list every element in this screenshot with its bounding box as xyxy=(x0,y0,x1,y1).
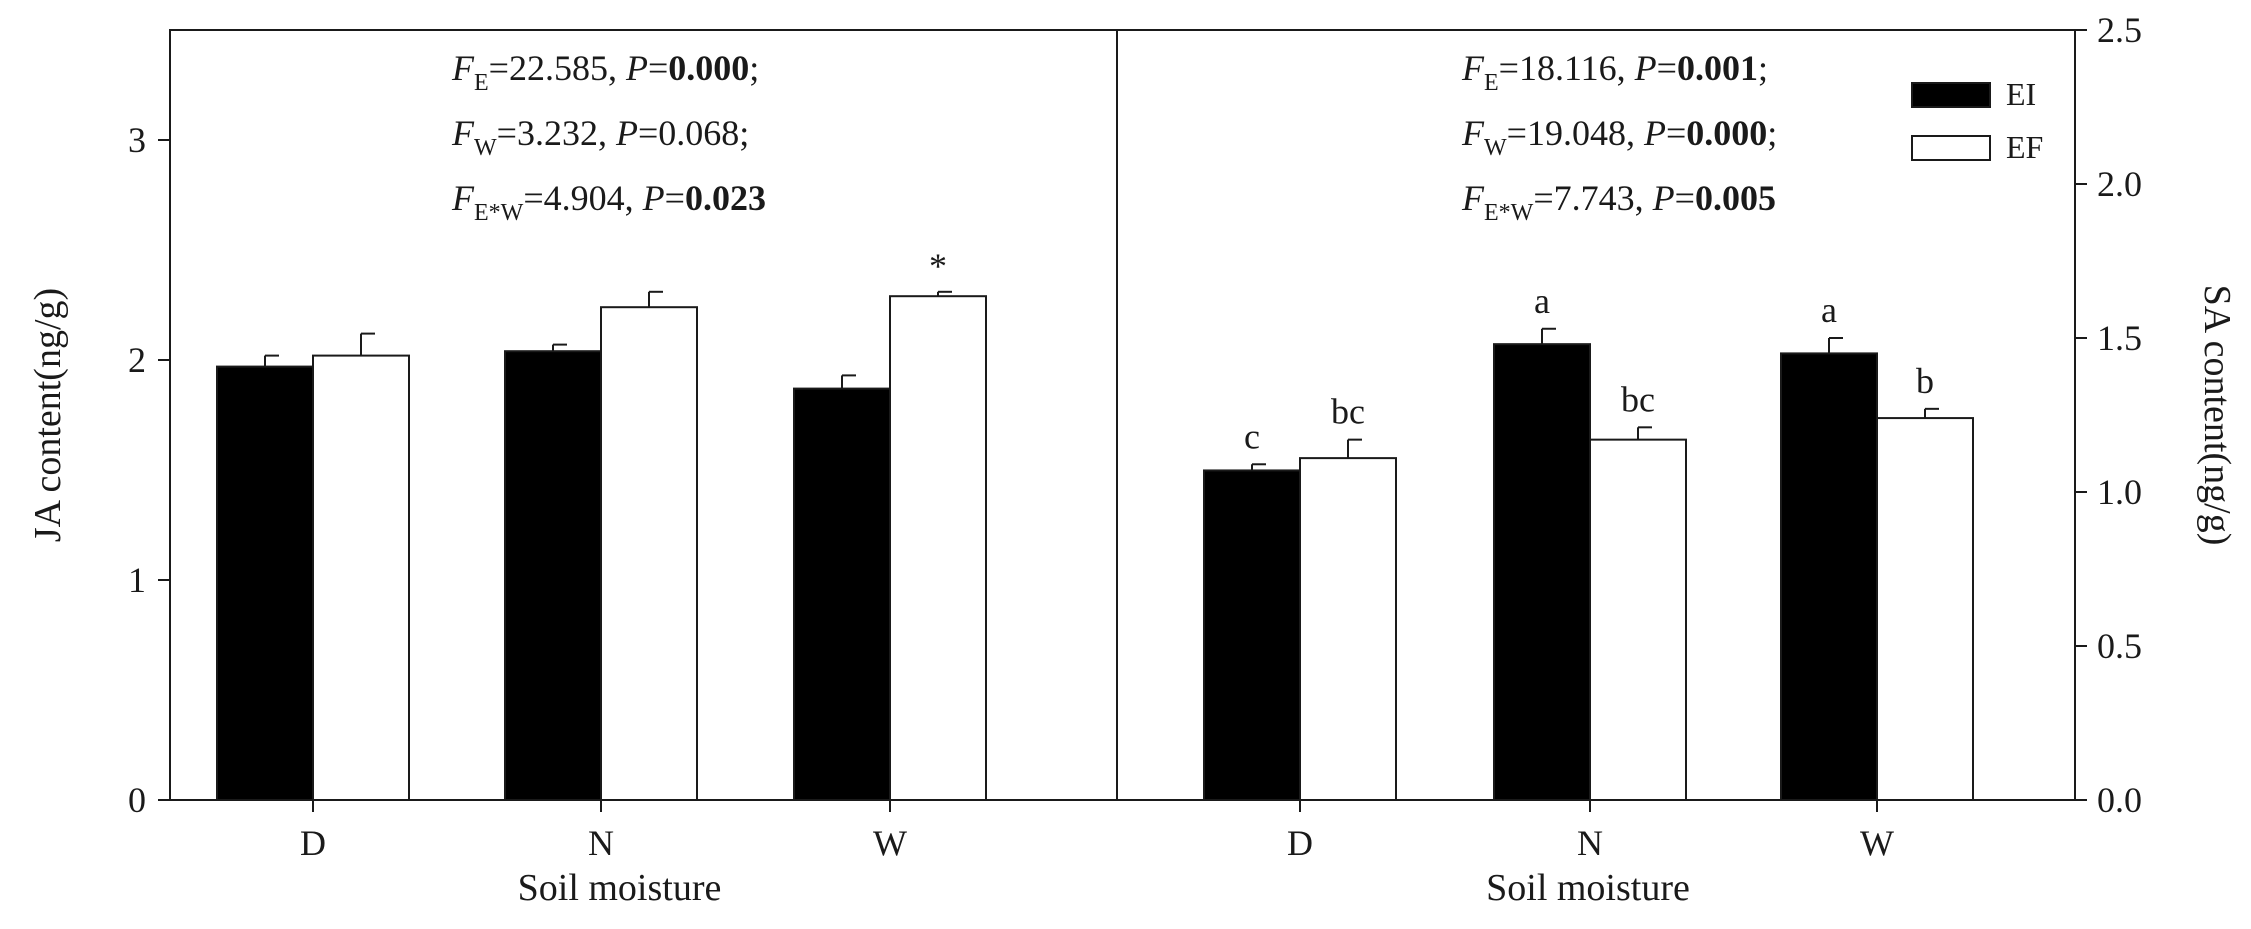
stat-pbold: 0.000 xyxy=(668,48,749,88)
stat-tail: ; xyxy=(749,48,759,88)
stat-pbold: 0.005 xyxy=(1695,178,1776,218)
stat-pval: = xyxy=(648,48,668,88)
x-tick-label: W xyxy=(1860,823,1894,863)
stat-pval: = xyxy=(1675,178,1695,218)
x-axis-title: Soil moisture xyxy=(1486,867,1690,909)
y-tick-label: 1 xyxy=(128,560,146,600)
bar-ei xyxy=(1203,469,1301,801)
stat-P: P xyxy=(625,48,648,88)
stat-pval: = xyxy=(1666,113,1686,153)
stat-line: FE*W=4.904, P=0.023 xyxy=(451,178,766,226)
stat-line: FW=19.048, P=0.000; xyxy=(1461,113,1777,161)
bar-ef xyxy=(889,295,987,801)
significance-letter: a xyxy=(1821,290,1837,330)
y-tick-label: 0.5 xyxy=(2097,626,2142,666)
stat-pval: = xyxy=(665,178,685,218)
x-tick-label: W xyxy=(873,823,907,863)
y-axis-title: JA content(ng/g) xyxy=(27,288,69,542)
bar-ef xyxy=(1299,457,1397,801)
significance-letter: b xyxy=(1916,361,1934,401)
stat-F: F xyxy=(451,178,475,218)
bar-ei xyxy=(1780,352,1878,801)
stat-fval: =22.585, xyxy=(489,48,626,88)
stat-sub: W xyxy=(474,135,497,161)
x-axis-title: Soil moisture xyxy=(518,867,722,909)
stat-F: F xyxy=(451,113,475,153)
stat-sub: E*W xyxy=(474,200,524,226)
stat-pbold: 0.001 xyxy=(1677,48,1758,88)
stat-line: FW=3.232, P=0.068; xyxy=(451,113,749,161)
stat-line: FE*W=7.743, P=0.005 xyxy=(1461,178,1776,226)
stat-sub: E xyxy=(1484,70,1499,96)
stat-F: F xyxy=(1461,48,1485,88)
stat-sub: E xyxy=(474,70,489,96)
bar-ef xyxy=(312,354,410,801)
stat-fval: =18.116, xyxy=(1499,48,1635,88)
stat-pval: = xyxy=(1657,48,1677,88)
bar-ef xyxy=(600,306,698,801)
stat-fval: =7.743, xyxy=(1533,178,1652,218)
stat-sub: W xyxy=(1484,135,1507,161)
stat-P: P xyxy=(1643,113,1666,153)
significance-asterisk: * xyxy=(929,246,947,286)
y-tick-label: 2 xyxy=(128,340,146,380)
y-tick-label: 1.0 xyxy=(2097,472,2142,512)
stat-F: F xyxy=(1461,113,1485,153)
significance-letter: bc xyxy=(1621,379,1655,419)
y-tick-label: 3 xyxy=(128,120,146,160)
y-axis-title: SA content(ng/g) xyxy=(2196,285,2238,546)
y-tick-label: 0.0 xyxy=(2097,780,2142,820)
legend-swatch-ef xyxy=(1911,135,1991,161)
stat-line: FE=18.116, P=0.001; xyxy=(1461,48,1768,96)
significance-letter: c xyxy=(1244,416,1260,456)
stat-fval: =19.048, xyxy=(1507,113,1644,153)
stat-tail: ; xyxy=(1767,113,1777,153)
significance-letter: bc xyxy=(1331,392,1365,432)
stat-P: P xyxy=(615,113,638,153)
stat-P: P xyxy=(642,178,665,218)
stat-P: P xyxy=(1634,48,1657,88)
y-tick-label: 2.0 xyxy=(2097,164,2142,204)
bar-ef xyxy=(1589,438,1687,801)
bar-ef xyxy=(1876,417,1974,801)
x-tick-label: D xyxy=(1287,823,1313,863)
stat-pbold: 0.000 xyxy=(1686,113,1767,153)
stat-fval: =3.232, xyxy=(497,113,616,153)
y-tick-label: 2.5 xyxy=(2097,10,2142,50)
x-tick-label: N xyxy=(588,823,614,863)
significance-letter: a xyxy=(1534,281,1550,321)
stat-tail: ; xyxy=(739,113,749,153)
stat-fval: =4.904, xyxy=(523,178,642,218)
plot-frame xyxy=(169,29,2076,801)
bar-ei xyxy=(504,350,602,801)
stat-pval: =0.068 xyxy=(638,113,739,153)
x-tick-label: D xyxy=(300,823,326,863)
bar-ei xyxy=(1493,343,1591,801)
stat-line: FE=22.585, P=0.000; xyxy=(451,48,759,96)
legend-swatch-ei xyxy=(1911,82,1991,108)
stat-P: P xyxy=(1652,178,1675,218)
stat-F: F xyxy=(451,48,475,88)
y-tick-label: 1.5 xyxy=(2097,318,2142,358)
legend-label-ei: EI xyxy=(2006,76,2036,112)
x-tick-label: N xyxy=(1577,823,1603,863)
stat-F: F xyxy=(1461,178,1485,218)
y-tick-label: 0 xyxy=(128,780,146,820)
legend-label-ef: EF xyxy=(2006,129,2043,165)
stat-pbold: 0.023 xyxy=(685,178,766,218)
stat-sub: E*W xyxy=(1484,200,1534,226)
bar-ei xyxy=(216,365,314,801)
chart-frame xyxy=(158,29,2087,812)
bars-layer xyxy=(216,82,1991,801)
stat-tail: ; xyxy=(1758,48,1768,88)
bar-ei xyxy=(793,387,891,801)
